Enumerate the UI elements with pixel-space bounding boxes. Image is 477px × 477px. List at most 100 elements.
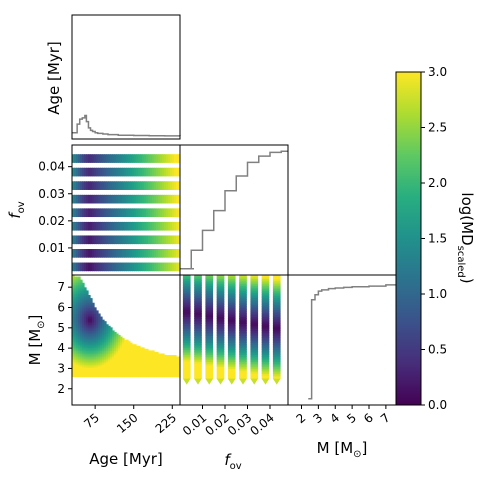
heatmap-cell (134, 181, 137, 190)
heatmap-cell (216, 354, 225, 357)
heatmap-cell (92, 307, 95, 310)
heatmap-cell (74, 362, 77, 365)
heatmap-cell (104, 353, 107, 356)
heatmap-cell (78, 335, 81, 338)
heatmap-cell (96, 367, 99, 370)
heatmap-cell (272, 335, 281, 338)
heatmap-cell (78, 313, 81, 316)
heatmap-cell (74, 321, 77, 324)
heatmap-cell (112, 344, 115, 347)
heatmap-cell (154, 375, 157, 378)
heatmap-cell (148, 370, 151, 373)
heatmap-cell (132, 221, 135, 231)
heatmap-cell (78, 368, 81, 372)
heatmap-cell (250, 311, 259, 314)
heatmap-cell (110, 221, 113, 231)
heatmap-cell (134, 344, 137, 347)
heatmap-cell (76, 362, 79, 365)
heatmap-cell (102, 361, 105, 364)
heatmap-cell (84, 295, 87, 298)
heatmap-cell (261, 361, 270, 364)
heatmap-cell (76, 276, 79, 279)
heatmap-cell (112, 351, 115, 355)
colorbar-tick-label: 0.0 (428, 398, 447, 412)
heatmap-cell (92, 328, 95, 331)
heatmap-cell (205, 366, 214, 369)
heatmap-cell (216, 373, 225, 376)
heatmap-cell (110, 335, 113, 338)
heatmap-cell (227, 337, 236, 340)
heatmap-cell (166, 370, 169, 373)
heatmap-cell (138, 375, 141, 378)
heatmap-cell (194, 293, 202, 297)
heatmap-cell (146, 362, 149, 365)
heatmap-cell (102, 364, 105, 367)
heatmap-cell (205, 297, 214, 300)
heatmap-cell (250, 316, 259, 319)
heatmap-cell (154, 154, 157, 163)
heatmap-cell (140, 353, 143, 356)
heatmap-cell (154, 371, 157, 375)
heatmap-cell (92, 322, 95, 325)
heatmap-cell (250, 359, 259, 362)
heatmap-cell (148, 221, 151, 231)
heatmap-cell (86, 298, 89, 301)
heatmap-cell (98, 336, 101, 339)
heatmap-cell (182, 278, 191, 281)
heatmap-cell (120, 344, 123, 347)
heatmap-cell (78, 194, 81, 204)
heatmap-cell (100, 335, 103, 338)
heatmap-cell (74, 308, 77, 311)
heatmap-cell (112, 181, 115, 190)
heatmap-cell (194, 311, 202, 314)
heatmap-cell (80, 371, 83, 375)
heatmap-cell (114, 373, 117, 376)
heatmap-cell (227, 312, 236, 316)
heatmap-cell (108, 348, 111, 352)
heatmap-cell (272, 361, 281, 364)
heatmap-cell (72, 356, 75, 359)
heatmap-cell (80, 299, 83, 302)
heatmap-cell (130, 367, 133, 370)
heatmap-cell (144, 358, 147, 361)
heatmap-cell (250, 349, 259, 352)
heatmap-cell (112, 365, 115, 368)
heatmap-cell (86, 375, 89, 378)
heatmap-cell (106, 356, 109, 359)
heatmap-cell (239, 312, 247, 316)
heatmap-cell (114, 359, 117, 362)
heatmap-cell (227, 335, 236, 338)
heatmap-cell (80, 331, 83, 335)
heatmap-cell (100, 370, 103, 373)
heatmap-cell (82, 335, 85, 338)
heatmap-cell (88, 331, 91, 335)
heatmap-cell (144, 350, 147, 353)
heatmap-cell (164, 368, 167, 372)
heatmap-cell (92, 365, 95, 368)
heatmap-cell (166, 167, 169, 177)
heatmap-cell (122, 342, 125, 345)
heatmap-cell (174, 221, 177, 231)
heatmap-cell (178, 361, 180, 364)
heatmap-cell (138, 358, 141, 361)
heatmap-cell (94, 348, 97, 352)
heatmap-cell (74, 287, 77, 290)
heatmap-cell (152, 364, 155, 367)
heatmap-cell (92, 351, 95, 355)
heatmap-cell (84, 350, 87, 353)
heatmap-cell (205, 333, 214, 337)
heatmap-cell (170, 208, 173, 218)
heatmap-cell (104, 322, 107, 325)
heatmap-cell (227, 275, 236, 278)
heatmap-cell (272, 325, 281, 328)
heatmap-cell (74, 327, 77, 330)
heatmap-cell (114, 194, 117, 204)
heatmap-cell (134, 367, 137, 370)
heatmap-cell (194, 356, 202, 359)
heatmap-cell (216, 316, 225, 319)
heatmap-cell (86, 327, 89, 330)
heatmap-cell (76, 290, 79, 293)
heatmap-cell (88, 311, 91, 315)
heatmap-cell (124, 359, 127, 362)
heatmap-cell (116, 375, 119, 378)
